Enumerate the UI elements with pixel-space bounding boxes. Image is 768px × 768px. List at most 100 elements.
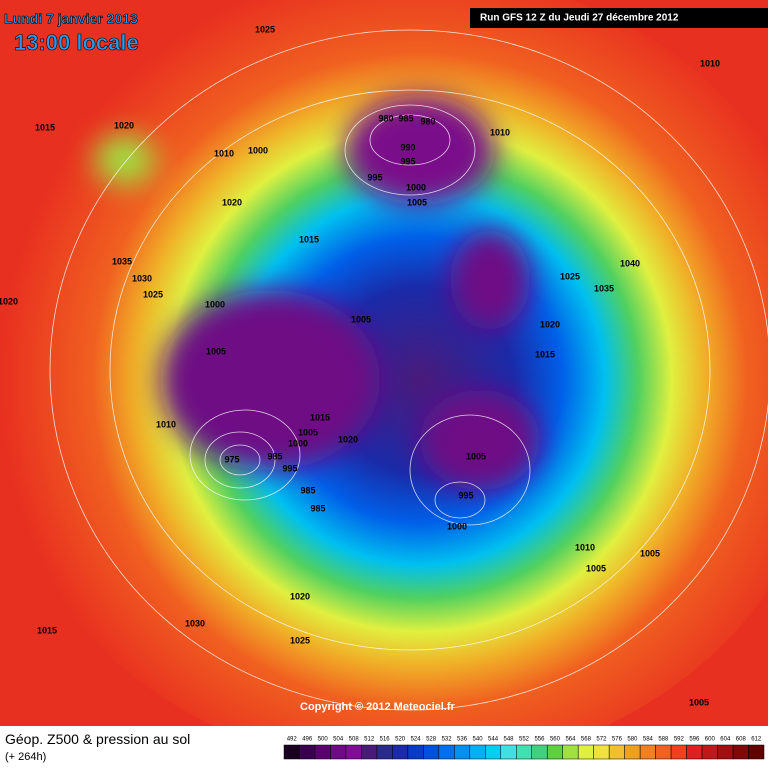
scale-cell xyxy=(500,744,517,760)
scale-label: 576 xyxy=(612,737,623,743)
isobar-label: 975 xyxy=(224,454,239,464)
isobar-label: 990 xyxy=(400,142,415,152)
scale-label: 516 xyxy=(380,737,391,743)
isobar-label: 1030 xyxy=(132,273,152,283)
scale-label: 612 xyxy=(751,737,762,743)
isobar-label: 1020 xyxy=(338,434,358,444)
isobar-label: 1025 xyxy=(290,635,310,645)
isobar-label: 1015 xyxy=(35,122,55,132)
isobar-label: 980 xyxy=(378,113,393,123)
isobar-label: 1010 xyxy=(156,419,176,429)
isobar-label: 1020 xyxy=(290,591,310,601)
scale-label: 508 xyxy=(349,737,360,743)
scale-cell xyxy=(624,744,641,760)
field xyxy=(0,0,768,726)
scale-cell xyxy=(546,744,563,760)
scale-label: 580 xyxy=(627,737,638,743)
isobar-label: 985 xyxy=(398,113,413,123)
scale-label: 596 xyxy=(689,737,700,743)
scale-cell xyxy=(485,744,502,760)
scale-label: 520 xyxy=(395,737,406,743)
isobar-label: 1025 xyxy=(255,24,275,34)
color-scale: 492 496 500 504 508 512 516 520 524 528 532 536 540 5… xyxy=(283,737,765,760)
scale-cell xyxy=(469,744,486,760)
scale-cell xyxy=(562,744,579,760)
scale-label: 540 xyxy=(473,737,484,743)
scale-cell xyxy=(454,744,471,760)
footer-title: Géop. Z500 & pression au sol xyxy=(5,731,191,747)
run-box xyxy=(470,8,768,28)
scale-cell xyxy=(670,744,687,760)
scale-label: 560 xyxy=(550,737,561,743)
scale-cell xyxy=(531,744,548,760)
isobar-label: 1015 xyxy=(37,625,57,635)
copyright: Copyright © 2012 Meteociel.fr xyxy=(300,701,456,713)
footer-lead: (+ 264h) xyxy=(5,751,47,763)
scale-cell xyxy=(748,744,765,760)
isobar-label: 1005 xyxy=(689,697,709,707)
lows xyxy=(95,95,540,490)
isobar-label: 985 xyxy=(310,503,325,513)
isobar-label: 1025 xyxy=(560,271,580,281)
isobar-label: 1025 xyxy=(143,289,163,299)
scale-cell xyxy=(732,744,749,760)
scale-label: 564 xyxy=(565,737,576,743)
scale-label: 536 xyxy=(457,737,468,743)
scale-label: 532 xyxy=(442,737,453,743)
scale-cell xyxy=(686,744,703,760)
scale-cell xyxy=(407,744,424,760)
scale-cell xyxy=(608,744,625,760)
isobar-label: 1020 xyxy=(0,296,18,306)
scale-label: 512 xyxy=(364,737,375,743)
scale-cell xyxy=(577,744,594,760)
scale-label: 504 xyxy=(333,737,344,743)
scale-cell xyxy=(330,744,347,760)
scale-cell xyxy=(423,744,440,760)
isobar-label: 1005 xyxy=(407,197,427,207)
isobar-label: 1035 xyxy=(594,283,614,293)
isobar-label: 1040 xyxy=(620,258,640,268)
scale-label: 548 xyxy=(504,737,515,743)
isobar-label: 980 xyxy=(420,116,435,126)
isobar-label: 995 xyxy=(367,172,382,182)
isobar-label: 1005 xyxy=(298,427,318,437)
scale-cell xyxy=(314,744,331,760)
scale-label: 568 xyxy=(581,737,592,743)
isobar-label: 1005 xyxy=(206,346,226,356)
scale-cell xyxy=(516,744,532,760)
map: Run GFS 12 Z du Jeudi 27 décembre 2012 L… xyxy=(0,0,768,726)
scale-cell xyxy=(655,744,672,760)
isobar-label: 1005 xyxy=(466,451,486,461)
isobar-label: 1010 xyxy=(575,542,595,552)
isobar-label: 1005 xyxy=(586,563,606,573)
scale-cell xyxy=(701,744,718,760)
isobar-label: 1010 xyxy=(214,148,234,158)
isobar-label: 995 xyxy=(400,156,415,166)
time: 13:00 locale xyxy=(14,30,139,55)
scale-label: 556 xyxy=(534,737,545,743)
isobar-label: 1005 xyxy=(640,548,660,558)
isobar-label: 1020 xyxy=(540,319,560,329)
isobar-label: 1000 xyxy=(447,521,467,531)
isobar-label: 1035 xyxy=(112,256,132,266)
isobar-label: 1020 xyxy=(114,120,134,130)
isobar-label: 1000 xyxy=(248,145,268,155)
isobar-label: 985 xyxy=(267,451,282,461)
isobar-label: 995 xyxy=(282,463,297,473)
scale-cell xyxy=(438,744,455,760)
scale-label: 496 xyxy=(302,737,313,743)
scale-cell xyxy=(361,744,378,760)
run-label: Run GFS 12 Z du Jeudi 27 décembre 2012 xyxy=(480,13,679,24)
isobar-label: 985 xyxy=(300,485,315,495)
scale-cell xyxy=(299,744,316,760)
scale-label: 592 xyxy=(674,737,685,743)
scale-label: 572 xyxy=(596,737,607,743)
isobar-label: 1015 xyxy=(310,412,330,422)
scale-cell xyxy=(392,744,409,760)
scale-label: 600 xyxy=(705,737,716,743)
scale-cell xyxy=(376,744,393,760)
isobar-label: 1010 xyxy=(700,58,720,68)
isobar-label: 1030 xyxy=(185,618,205,628)
isobar-label: 1005 xyxy=(351,314,371,324)
